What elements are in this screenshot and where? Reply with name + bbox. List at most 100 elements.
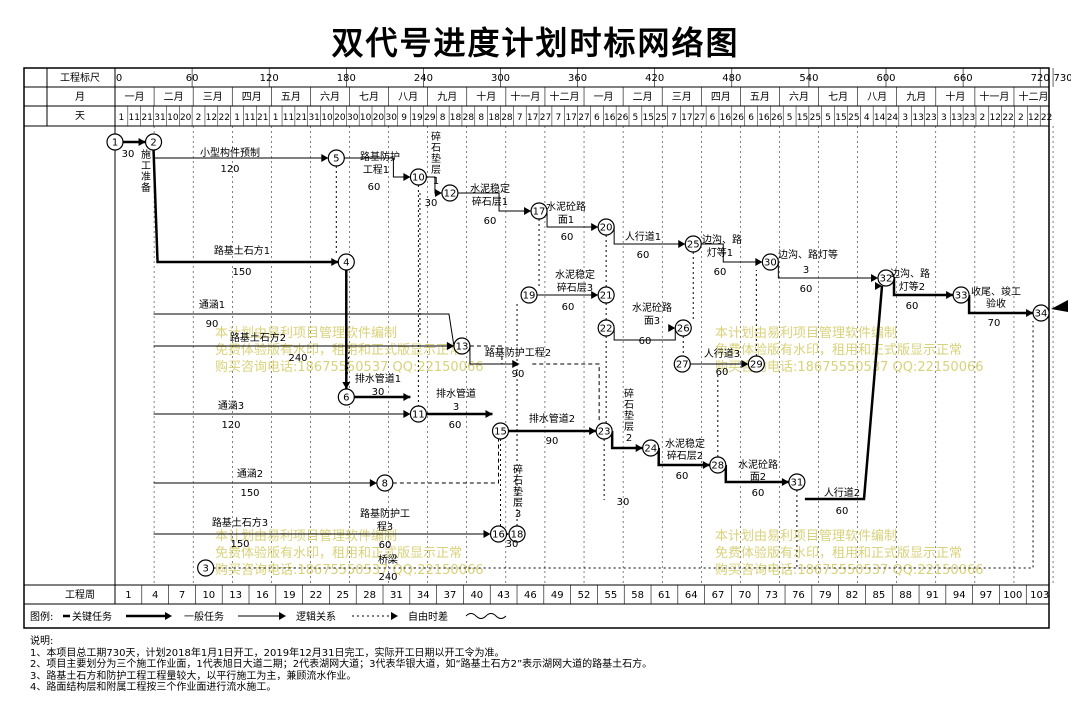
arrowhead — [591, 223, 599, 231]
month-cell: 一月 — [125, 91, 145, 103]
week-cell: 4 — [152, 590, 158, 601]
day-cell: 9 — [401, 113, 407, 123]
arrowhead — [483, 530, 491, 538]
node-circle — [327, 149, 345, 167]
node-label: 19 — [523, 291, 536, 302]
task-name: 人行道2 — [824, 486, 860, 499]
task-name: 通涵3 — [218, 400, 244, 412]
task-name: 灯等2 — [899, 280, 925, 293]
task-arrow — [610, 431, 643, 450]
node-circle — [197, 559, 215, 577]
watermark-text: 购买咨询电话:18675550537 QQ:22150066 — [215, 359, 484, 375]
arrowhead — [321, 154, 329, 162]
day-cell: 12 — [206, 113, 217, 123]
task-duration: 150 — [230, 539, 249, 550]
day-cell: 12 — [1028, 113, 1039, 123]
arrowhead — [702, 461, 710, 469]
task-name-char: 石 — [624, 400, 634, 411]
arrowhead — [485, 410, 493, 418]
page-title: 双代号进度计划时标网络图 — [331, 24, 740, 62]
day-cell: 20 — [373, 113, 385, 123]
arrowhead — [781, 478, 789, 486]
notes: 说明: 1、本项目总工期730天，计划2018年1月1日开工，2019年12月3… — [30, 636, 652, 694]
task-name: 边沟、路灯等 — [778, 248, 838, 261]
node-label: 20 — [600, 223, 613, 234]
day-cell: 13 — [912, 113, 923, 123]
node-label: 17 — [533, 207, 546, 218]
task-duration: 150 — [232, 267, 251, 278]
day-cell: 4 — [864, 113, 870, 123]
month-label: 月 — [75, 91, 85, 103]
task-name: 水泥稳定 — [470, 182, 510, 195]
task-name-char: 1 — [433, 176, 439, 187]
arrowhead — [391, 612, 398, 620]
task-duration: 30 — [122, 149, 135, 160]
day-cell: 2 — [980, 113, 986, 123]
task-arrow — [657, 448, 710, 467]
day-cell: 31 — [308, 113, 319, 123]
week-cell: 61 — [658, 590, 671, 601]
week-cell: 25 — [336, 590, 349, 601]
task-name: 水泥稳定 — [555, 268, 595, 281]
node-circle — [595, 422, 613, 440]
node-label: 13 — [456, 342, 469, 353]
node-circle — [788, 473, 806, 491]
task-name: 验收 — [986, 297, 1006, 310]
week-cell: 46 — [524, 590, 537, 601]
task-duration: 150 — [240, 488, 259, 499]
day-cell: 15 — [835, 113, 846, 123]
task-arrow — [967, 295, 1034, 315]
task-duration: 60 — [639, 336, 652, 347]
task-arrow — [777, 262, 878, 279]
day-cell: 25 — [655, 113, 666, 123]
task-name: 面3 — [644, 316, 660, 327]
task-name: 灯等1 — [707, 246, 733, 259]
day-cell: 11 — [129, 113, 140, 123]
node-label: 28 — [711, 461, 724, 472]
week-cell: 10 — [202, 590, 215, 601]
legend-float: 自由时差 — [408, 610, 448, 623]
day-cell: 10 — [321, 113, 333, 123]
node-circle — [597, 319, 615, 337]
node-label: 21 — [600, 291, 613, 302]
task-duration: 60 — [562, 302, 575, 313]
week-cell: 7 — [179, 590, 185, 601]
day-cell: 21 — [257, 113, 268, 123]
node-label: 24 — [644, 444, 657, 455]
month-cell: 七月 — [359, 91, 379, 103]
task-name: 水泥稳定 — [665, 437, 705, 450]
node-label: 11 — [412, 410, 425, 421]
node-label: 16 — [492, 530, 505, 541]
task-name: 路基土石方3 — [212, 516, 268, 529]
arrowhead — [165, 612, 172, 620]
watermark-text: 本计划由易利项目管理软件编制 — [215, 326, 397, 341]
legend-normal: 一般任务 — [184, 610, 224, 623]
task-name: 面1 — [558, 215, 574, 226]
week-cell: 49 — [551, 590, 564, 601]
day-cell: 6 — [710, 113, 716, 123]
task-name-char: 垫 — [624, 409, 634, 422]
arrowhead — [741, 360, 749, 368]
day-cell: 28 — [501, 113, 513, 123]
arrowhead — [403, 410, 411, 418]
node-label: 34 — [1035, 309, 1048, 320]
day-cell: 18 — [488, 113, 500, 123]
node-circle — [337, 253, 355, 271]
day-cell: 29 — [424, 113, 436, 123]
task-name: 路基防护 — [360, 150, 400, 163]
node-label: 33 — [955, 291, 968, 302]
day-cell: 22 — [218, 113, 229, 123]
task-duration: 60 — [637, 250, 650, 261]
task-duration: 70 — [988, 318, 1001, 329]
task-duration: 60 — [714, 267, 727, 278]
day-cell: 26 — [771, 113, 783, 123]
task-duration: 90 — [546, 436, 559, 447]
arrowhead — [331, 258, 339, 266]
task-arrow — [546, 211, 599, 228]
task-name: 排水管道2 — [529, 412, 575, 425]
week-cell: 94 — [953, 590, 966, 601]
day-cell: 17 — [527, 113, 538, 123]
scale-tick: 0 — [116, 73, 122, 84]
task-arrow — [469, 346, 520, 365]
task-arrow — [613, 328, 676, 341]
